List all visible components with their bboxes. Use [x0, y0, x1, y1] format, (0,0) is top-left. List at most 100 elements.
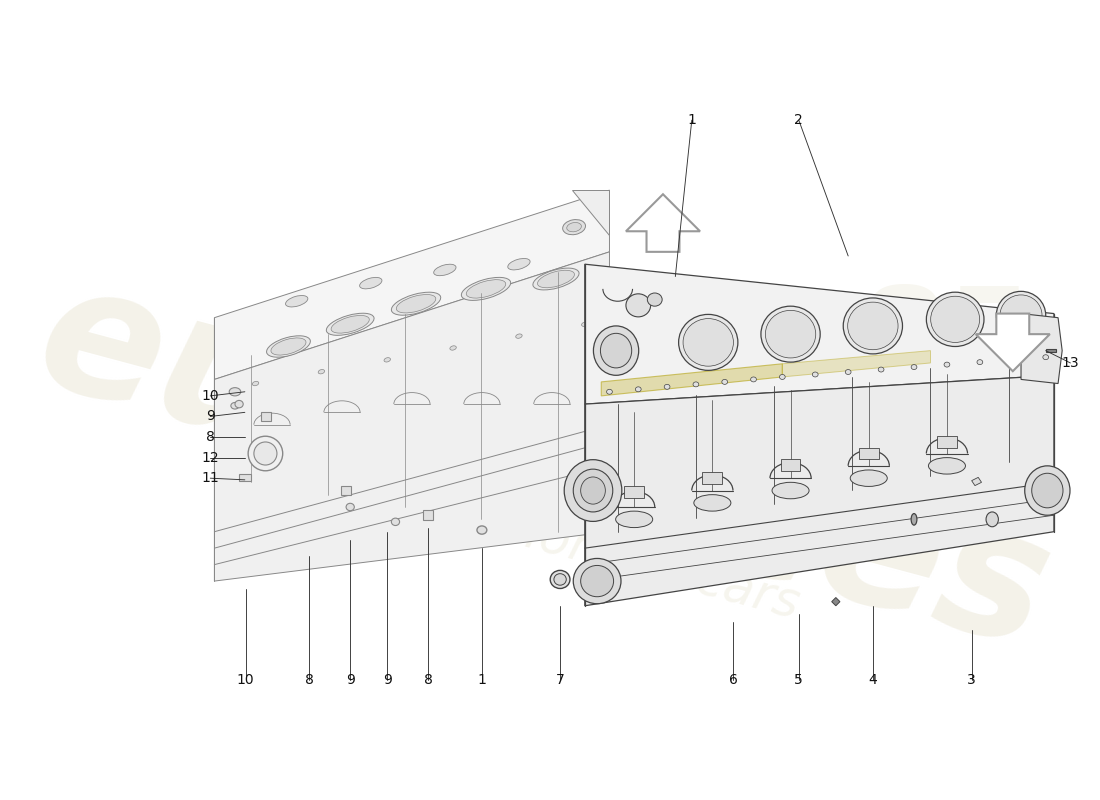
Polygon shape	[937, 436, 957, 448]
Ellipse shape	[266, 336, 310, 358]
Polygon shape	[585, 375, 1054, 606]
Text: 85: 85	[860, 282, 1034, 403]
Ellipse shape	[601, 334, 631, 368]
Ellipse shape	[532, 268, 579, 290]
Ellipse shape	[582, 322, 588, 326]
Ellipse shape	[235, 401, 243, 408]
Ellipse shape	[878, 367, 884, 372]
Ellipse shape	[1010, 357, 1015, 362]
Ellipse shape	[573, 558, 622, 604]
Polygon shape	[782, 350, 931, 377]
Ellipse shape	[566, 222, 582, 232]
Ellipse shape	[750, 377, 757, 382]
Text: 8: 8	[206, 430, 214, 444]
Text: 9: 9	[206, 410, 214, 423]
Ellipse shape	[694, 494, 730, 511]
Ellipse shape	[911, 365, 917, 370]
Polygon shape	[585, 264, 1054, 404]
Ellipse shape	[664, 384, 670, 390]
Ellipse shape	[450, 346, 456, 350]
Ellipse shape	[845, 370, 851, 374]
Ellipse shape	[626, 294, 650, 317]
Polygon shape	[214, 190, 609, 379]
Ellipse shape	[977, 360, 982, 365]
Ellipse shape	[683, 318, 734, 366]
Ellipse shape	[573, 469, 613, 512]
Ellipse shape	[554, 574, 566, 585]
Polygon shape	[214, 252, 609, 581]
Ellipse shape	[384, 358, 390, 362]
Ellipse shape	[563, 219, 585, 234]
Ellipse shape	[926, 292, 984, 346]
Text: 9: 9	[383, 673, 392, 687]
Polygon shape	[625, 486, 644, 498]
Polygon shape	[341, 486, 351, 495]
Ellipse shape	[286, 295, 308, 307]
Ellipse shape	[396, 294, 436, 313]
Polygon shape	[976, 314, 1049, 371]
Text: europcces: europcces	[20, 246, 1067, 685]
Text: 4: 4	[869, 673, 877, 687]
Ellipse shape	[693, 382, 698, 387]
Text: 2: 2	[794, 113, 803, 127]
Text: 1: 1	[688, 113, 696, 127]
Ellipse shape	[271, 338, 306, 355]
Polygon shape	[626, 194, 700, 252]
Ellipse shape	[944, 362, 949, 367]
Ellipse shape	[997, 291, 1046, 339]
Ellipse shape	[327, 314, 374, 335]
Ellipse shape	[508, 258, 530, 270]
Text: 12: 12	[201, 450, 219, 465]
Ellipse shape	[581, 477, 605, 504]
Polygon shape	[1021, 314, 1063, 383]
Ellipse shape	[616, 511, 652, 527]
Text: a passion for cars: a passion for cars	[365, 468, 804, 629]
Text: 5: 5	[794, 673, 803, 687]
Polygon shape	[859, 448, 879, 459]
Polygon shape	[781, 459, 801, 470]
Text: 8: 8	[424, 673, 432, 687]
Ellipse shape	[813, 372, 818, 377]
Polygon shape	[703, 473, 723, 484]
Ellipse shape	[722, 379, 727, 384]
Text: 10: 10	[201, 389, 219, 403]
Ellipse shape	[254, 442, 277, 465]
Ellipse shape	[318, 370, 324, 374]
Ellipse shape	[538, 270, 574, 288]
Ellipse shape	[1000, 295, 1042, 335]
Ellipse shape	[392, 518, 399, 526]
Ellipse shape	[1043, 354, 1048, 360]
Text: 6: 6	[728, 673, 737, 687]
Polygon shape	[832, 598, 840, 606]
Ellipse shape	[850, 470, 888, 486]
Text: 1: 1	[477, 673, 486, 687]
Polygon shape	[572, 190, 609, 235]
Ellipse shape	[564, 460, 622, 522]
Ellipse shape	[931, 296, 980, 342]
Ellipse shape	[593, 326, 639, 375]
Ellipse shape	[249, 436, 283, 470]
Ellipse shape	[581, 566, 614, 597]
Ellipse shape	[346, 503, 354, 510]
Polygon shape	[239, 474, 252, 481]
Polygon shape	[971, 478, 981, 486]
Polygon shape	[262, 411, 272, 422]
Text: 10: 10	[236, 673, 254, 687]
Text: 7: 7	[556, 673, 564, 687]
Ellipse shape	[1032, 474, 1063, 508]
Ellipse shape	[780, 374, 785, 379]
Text: 3: 3	[967, 673, 976, 687]
Ellipse shape	[550, 570, 570, 589]
Ellipse shape	[679, 314, 738, 370]
Ellipse shape	[911, 514, 917, 525]
Polygon shape	[1046, 349, 1056, 352]
Text: 13: 13	[1062, 356, 1079, 370]
Ellipse shape	[360, 278, 382, 289]
Ellipse shape	[466, 280, 506, 298]
Ellipse shape	[1025, 466, 1070, 515]
Ellipse shape	[477, 526, 487, 534]
Ellipse shape	[516, 334, 522, 338]
Ellipse shape	[986, 512, 999, 526]
Ellipse shape	[331, 315, 370, 333]
Ellipse shape	[392, 292, 441, 315]
